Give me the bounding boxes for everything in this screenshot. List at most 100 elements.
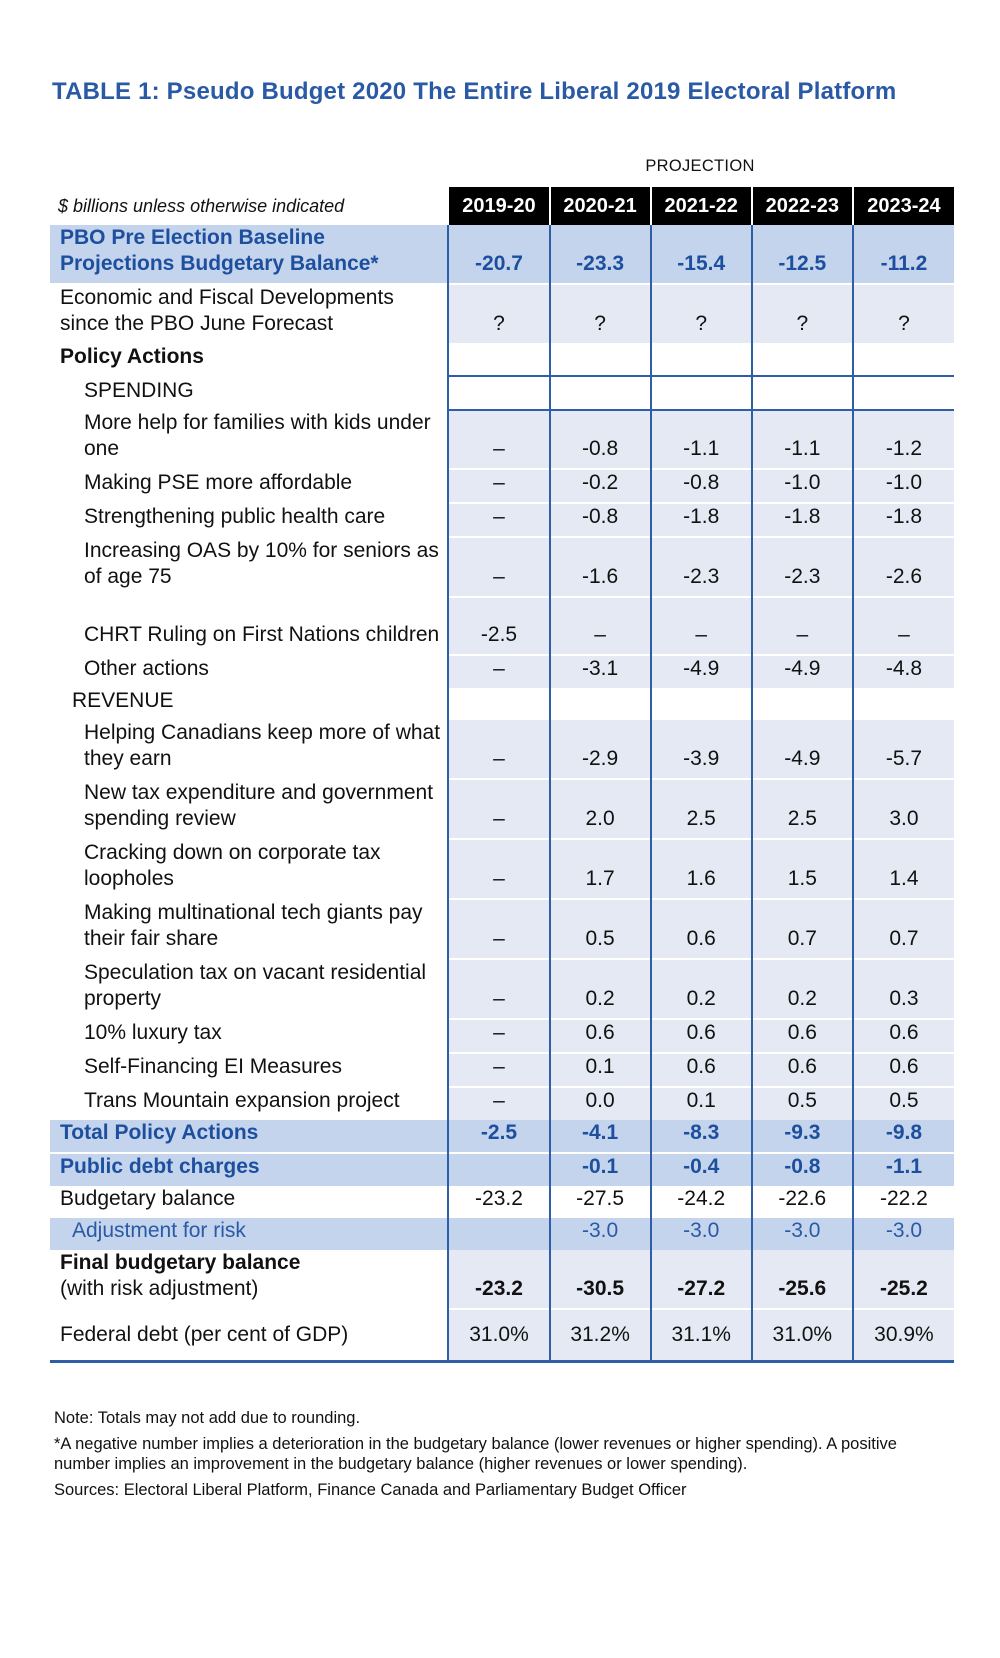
row-label: CHRT Ruling on First Nations children — [50, 596, 449, 655]
row-label: Federal debt (per cent of GDP) — [50, 1308, 449, 1363]
cell: -1.8 — [750, 502, 853, 537]
table-notes: Note: Totals may not add due to rounding… — [54, 1408, 954, 1506]
table-row-final-budgetary-balance: Final budgetary balance (with risk adjus… — [50, 1250, 954, 1309]
cell — [548, 375, 651, 410]
cell: 0.1 — [548, 1052, 651, 1087]
cell: 0.2 — [750, 958, 853, 1019]
cell: 2.5 — [750, 778, 853, 839]
table-row-adjustment-for-risk: Adjustment for risk -3.0 -3.0 -3.0 -3.0 — [50, 1218, 954, 1250]
table-row: Economic and Fiscal Developments since t… — [50, 283, 954, 343]
cell: – — [447, 654, 550, 688]
table-row-federal-debt: Federal debt (per cent of GDP) 31.0% 31.… — [50, 1308, 954, 1363]
table-row: Trans Mountain expansion project – 0.0 0… — [50, 1086, 954, 1120]
row-label: 10% luxury tax — [50, 1018, 449, 1053]
row-label-main: Final budgetary balance — [60, 1251, 301, 1274]
cell: ? — [750, 283, 853, 343]
cell — [447, 343, 550, 376]
cell: – — [447, 1018, 550, 1053]
cell: 31.0% — [447, 1308, 550, 1363]
table-row-public-debt-charges: Public debt charges -0.1 -0.4 -0.8 -1.1 — [50, 1152, 954, 1186]
table-row: Self-Financing EI Measures – 0.1 0.6 0.6… — [50, 1052, 954, 1087]
cell: -3.0 — [548, 1218, 651, 1250]
budget-table: $ billions unless otherwise indicated 20… — [50, 187, 954, 1363]
cell: – — [447, 502, 550, 537]
row-label: Increasing OAS by 10% for seniors as of … — [50, 536, 449, 597]
row-label: Strengthening public health care — [50, 502, 449, 537]
cell: 0.6 — [649, 1052, 752, 1087]
cell: – — [649, 596, 752, 655]
cell: -27.2 — [649, 1250, 752, 1309]
cell — [649, 375, 752, 410]
cell: -3.1 — [548, 654, 651, 688]
cell: 1.5 — [750, 838, 853, 899]
cell: – — [447, 838, 550, 899]
cell: -22.6 — [750, 1186, 853, 1218]
row-label: Speculation tax on vacant residential pr… — [50, 958, 449, 1019]
row-label: Making PSE more affordable — [50, 468, 449, 503]
cell: 30.9% — [851, 1308, 954, 1363]
table-row: More help for families with kids under o… — [50, 409, 954, 469]
table-title: TABLE 1: Pseudo Budget 2020 The Entire L… — [52, 78, 897, 105]
row-label: Budgetary balance — [60, 1187, 236, 1210]
cell: – — [447, 468, 550, 503]
cell: -1.1 — [649, 409, 752, 469]
cell: – — [750, 596, 853, 655]
table-row: Speculation tax on vacant residential pr… — [50, 958, 954, 1019]
cell: 1.7 — [548, 838, 651, 899]
cell — [548, 688, 651, 720]
cell — [750, 375, 853, 410]
cell — [447, 1152, 550, 1186]
cell: -2.3 — [750, 536, 853, 597]
cell: 0.6 — [750, 1018, 853, 1053]
cell: -1.0 — [750, 468, 853, 503]
cell: 0.7 — [851, 898, 954, 959]
cell: – — [447, 1086, 550, 1120]
cell: -0.2 — [548, 468, 651, 503]
table-row-total-policy-actions: Total Policy Actions -2.5 -4.1 -8.3 -9.3… — [50, 1120, 954, 1153]
cell: -8.3 — [649, 1120, 752, 1153]
cell: ? — [447, 283, 550, 343]
cell: 31.1% — [649, 1308, 752, 1363]
cell: -24.2 — [649, 1186, 752, 1218]
year-header: 2019-20 — [447, 187, 550, 225]
cell: -30.5 — [548, 1250, 651, 1309]
table-row: 10% luxury tax – 0.6 0.6 0.6 0.6 — [50, 1018, 954, 1053]
cell: 31.0% — [750, 1308, 853, 1363]
cell: -1.6 — [548, 536, 651, 597]
cell: 0.5 — [851, 1086, 954, 1120]
cell: 0.5 — [750, 1086, 853, 1120]
cell: – — [851, 596, 954, 655]
cell: -1.8 — [649, 502, 752, 537]
row-label: Adjustment for risk — [50, 1218, 449, 1250]
cell: -25.6 — [750, 1250, 853, 1309]
table-row: Increasing OAS by 10% for seniors as of … — [50, 536, 954, 597]
cell: -20.7 — [447, 225, 550, 284]
cell: – — [447, 778, 550, 839]
table-row: Other actions – -3.1 -4.9 -4.9 -4.8 — [50, 654, 954, 688]
cell: – — [447, 958, 550, 1019]
cell: -4.9 — [750, 720, 853, 779]
row-label: Cracking down on corporate tax loopholes — [50, 838, 449, 899]
cell: – — [447, 898, 550, 959]
cell: 0.0 — [548, 1086, 651, 1120]
cell: -0.8 — [548, 502, 651, 537]
cell: -2.5 — [447, 596, 550, 655]
cell — [851, 343, 954, 376]
cell: -0.8 — [750, 1152, 853, 1186]
cell — [548, 343, 651, 376]
row-label: Total Policy Actions — [50, 1120, 449, 1153]
cell: -1.1 — [750, 409, 853, 469]
units-label: $ billions unless otherwise indicated — [58, 195, 345, 216]
row-label: More help for families with kids under o… — [84, 411, 431, 460]
cell: -3.0 — [750, 1218, 853, 1250]
cell: -1.8 — [851, 502, 954, 537]
cell: 0.6 — [851, 1018, 954, 1053]
cell: ? — [548, 283, 651, 343]
cell — [851, 375, 954, 410]
cell: – — [447, 1052, 550, 1087]
cell: -23.3 — [548, 225, 651, 284]
cell: 0.5 — [548, 898, 651, 959]
cell: 1.6 — [649, 838, 752, 899]
cell: -4.9 — [750, 654, 853, 688]
table-row: Making multinational tech giants pay the… — [50, 898, 954, 959]
